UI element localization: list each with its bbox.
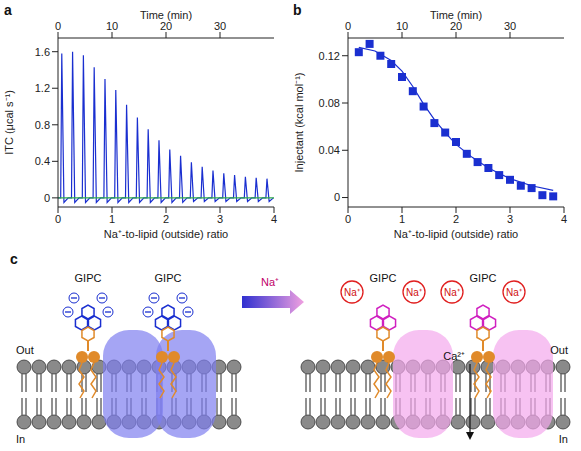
svg-text:In: In bbox=[16, 433, 25, 445]
svg-text:Time (min): Time (min) bbox=[140, 9, 192, 21]
svg-text:GIPC: GIPC bbox=[470, 272, 497, 284]
svg-text:c: c bbox=[10, 252, 18, 267]
svg-text:4: 4 bbox=[561, 213, 567, 225]
svg-text:0: 0 bbox=[334, 191, 340, 203]
svg-text:0.08: 0.08 bbox=[319, 97, 340, 109]
svg-text:0: 0 bbox=[44, 192, 50, 204]
svg-text:GIPC: GIPC bbox=[155, 272, 182, 284]
svg-text:Na⁺: Na⁺ bbox=[406, 287, 423, 298]
svg-text:Na⁺: Na⁺ bbox=[261, 276, 279, 288]
svg-text:Out: Out bbox=[16, 344, 34, 356]
svg-text:0: 0 bbox=[345, 20, 351, 32]
svg-text:30: 30 bbox=[214, 20, 226, 32]
svg-text:Injectant (kcal mol⁻¹): Injectant (kcal mol⁻¹) bbox=[293, 73, 305, 173]
svg-text:0: 0 bbox=[345, 213, 351, 225]
html-text:a: a bbox=[4, 2, 12, 18]
svg-text:Na⁺-to-lipid (outside) ratio: Na⁺-to-lipid (outside) ratio bbox=[104, 228, 228, 240]
svg-text:10: 10 bbox=[396, 20, 408, 32]
svg-text:Time (min): Time (min) bbox=[430, 9, 482, 21]
svg-text:10: 10 bbox=[106, 20, 118, 32]
svg-text:1.2: 1.2 bbox=[35, 82, 50, 94]
svg-text:1.6: 1.6 bbox=[35, 46, 50, 58]
svg-text:2: 2 bbox=[453, 213, 459, 225]
svg-text:0.8: 0.8 bbox=[35, 119, 50, 131]
svg-text:ITC (μcal s⁻¹): ITC (μcal s⁻¹) bbox=[3, 90, 15, 155]
svg-text:Ca²⁺: Ca²⁺ bbox=[443, 350, 465, 362]
svg-text:0.12: 0.12 bbox=[319, 50, 340, 62]
svg-text:3: 3 bbox=[217, 213, 223, 225]
svg-text:1: 1 bbox=[109, 213, 115, 225]
svg-text:1: 1 bbox=[399, 213, 405, 225]
svg-text:GIPC: GIPC bbox=[75, 272, 102, 284]
svg-text:Na⁺: Na⁺ bbox=[506, 287, 523, 298]
svg-text:In: In bbox=[559, 433, 568, 445]
svg-text:0.04: 0.04 bbox=[319, 144, 340, 156]
svg-text:0: 0 bbox=[55, 20, 61, 32]
svg-text:3: 3 bbox=[507, 213, 513, 225]
svg-text:20: 20 bbox=[450, 20, 462, 32]
svg-text:4: 4 bbox=[271, 213, 277, 225]
svg-text:2: 2 bbox=[163, 213, 169, 225]
svg-text:Out: Out bbox=[550, 344, 568, 356]
svg-text:20: 20 bbox=[160, 20, 172, 32]
svg-text:30: 30 bbox=[504, 20, 516, 32]
svg-text:0: 0 bbox=[55, 213, 61, 225]
svg-text:Na⁺: Na⁺ bbox=[444, 287, 461, 298]
html-text:b: b bbox=[293, 2, 302, 18]
svg-text:Na⁺-to-lipid (outside) ratio: Na⁺-to-lipid (outside) ratio bbox=[394, 228, 518, 240]
svg-text:Na⁺: Na⁺ bbox=[344, 287, 361, 298]
svg-text:GIPC: GIPC bbox=[370, 272, 397, 284]
svg-text:0.4: 0.4 bbox=[35, 155, 50, 167]
